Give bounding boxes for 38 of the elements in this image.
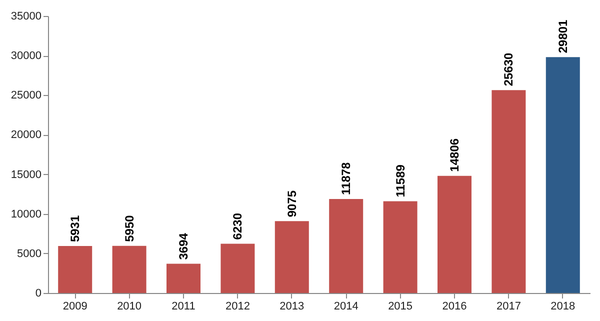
y-tick-label: 25000 <box>10 90 42 102</box>
data-label: 3694 <box>176 232 190 260</box>
data-label: 25630 <box>502 52 516 86</box>
bar <box>220 244 255 293</box>
bar <box>329 198 364 293</box>
x-tick-label: 2015 <box>388 300 413 312</box>
y-tick-label: 0 <box>35 288 42 300</box>
data-label: 11878 <box>339 162 354 195</box>
x-tick-label: 2017 <box>496 300 521 312</box>
bar <box>58 246 92 293</box>
bar <box>166 264 200 293</box>
y-tick-label: 35000 <box>10 10 42 22</box>
bar <box>274 221 309 293</box>
x-tick-label: 2013 <box>280 300 304 312</box>
bar <box>492 90 526 293</box>
x-tick-label: 2009 <box>62 300 88 312</box>
x-tick-label: 2014 <box>334 300 358 312</box>
data-label: 5950 <box>122 214 136 242</box>
bar <box>438 176 472 293</box>
y-tick-label: 30000 <box>10 50 42 62</box>
data-label: 9075 <box>284 190 299 218</box>
y-tick-label: 5000 <box>17 248 42 260</box>
x-tick-label: 2011 <box>172 300 196 312</box>
y-tick-label: 15000 <box>10 168 42 181</box>
x-tick-label: 2018 <box>550 300 576 312</box>
data-label: 6230 <box>230 212 245 240</box>
bar <box>546 57 580 293</box>
x-tick-label: 2016 <box>442 300 467 312</box>
data-label: 11589 <box>393 164 408 198</box>
y-tick-label: 20000 <box>10 129 42 142</box>
data-label: 14806 <box>448 138 462 172</box>
y-tick-label: 10000 <box>10 208 42 220</box>
data-label: 5931 <box>68 215 82 242</box>
x-tick-label: 2010 <box>117 300 142 312</box>
data-label: 29801 <box>556 19 570 54</box>
x-tick-label: 2012 <box>225 300 250 312</box>
bar <box>112 246 146 293</box>
bar <box>383 201 418 293</box>
